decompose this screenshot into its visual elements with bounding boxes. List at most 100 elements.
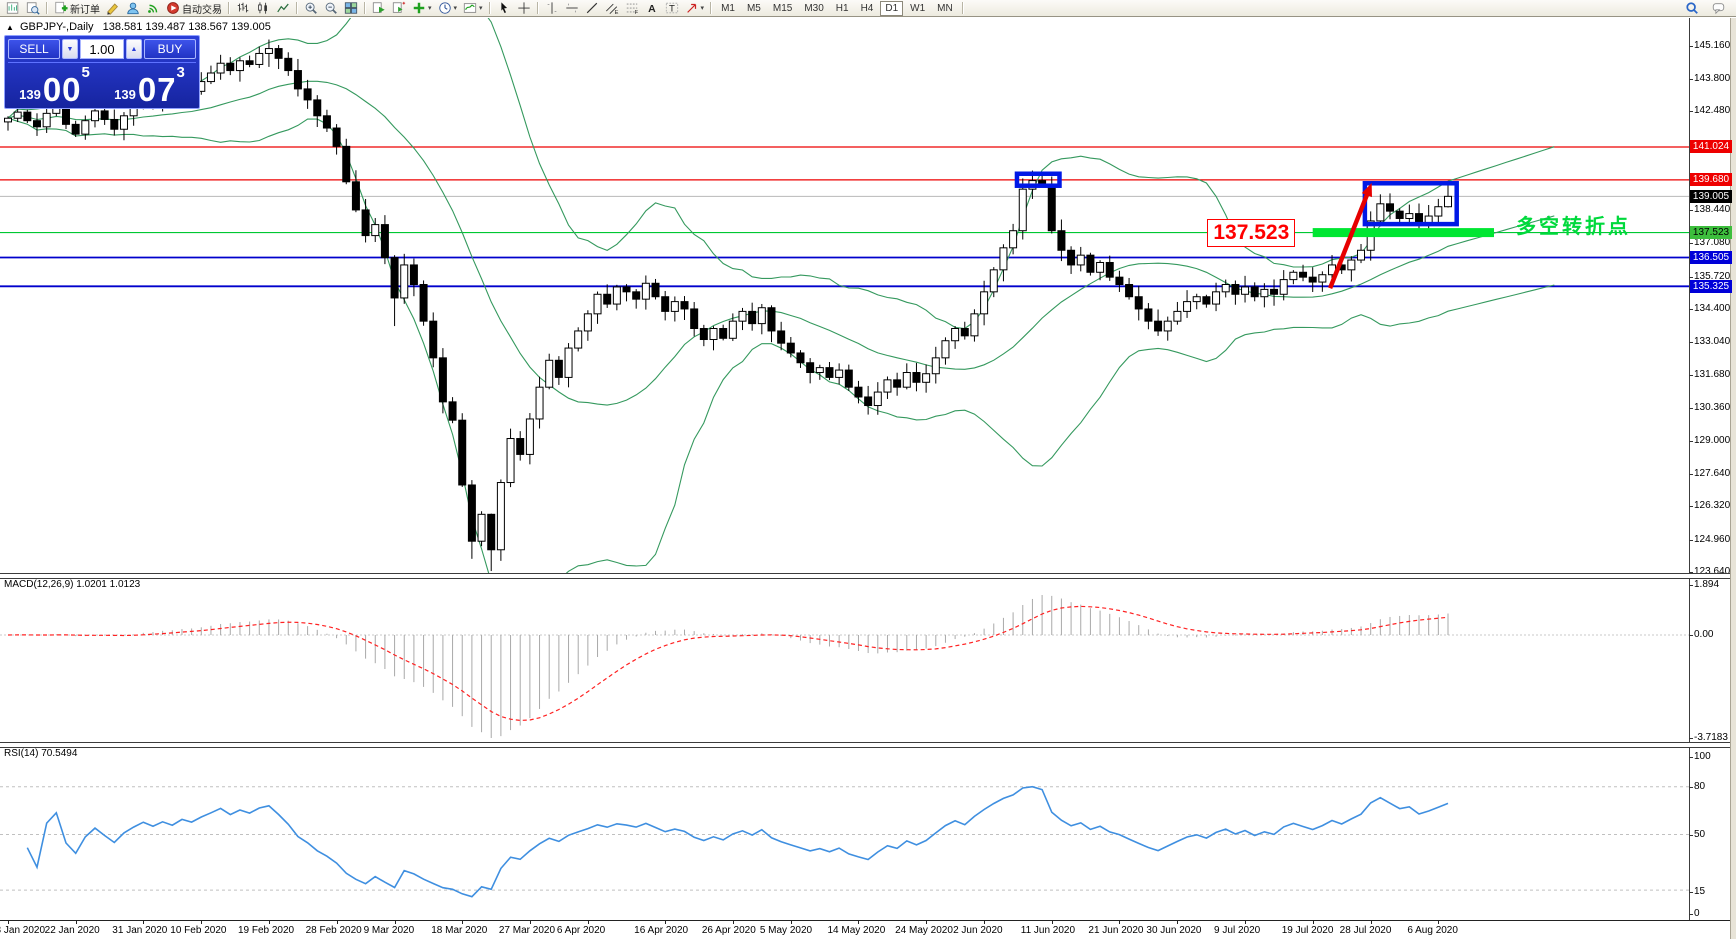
label-icon: T: [665, 2, 678, 15]
sell-price[interactable]: 139 00 5: [8, 65, 101, 107]
templates-button[interactable]: ▾: [460, 1, 486, 16]
axis-tick: [1689, 276, 1693, 278]
auto-trading-label: 自动交易: [182, 4, 222, 16]
chinese-note[interactable]: 多空转折点: [1516, 215, 1631, 238]
price-annotation-box[interactable]: 137.523: [1207, 218, 1296, 247]
vertical-line-button[interactable]: [542, 1, 562, 16]
text-label-button[interactable]: T: [662, 1, 682, 16]
arrows-icon: [686, 3, 696, 13]
price-badge-141.024: 141.024: [1690, 140, 1732, 154]
chevron-down-icon: ▾: [428, 4, 432, 12]
zoom-in-icon: [305, 2, 317, 14]
candle-chart-mode-button[interactable]: [253, 1, 273, 16]
timeframe-button-D1[interactable]: D1: [880, 0, 904, 16]
crosshair-icon: [517, 2, 530, 14]
timeframe-button-M5[interactable]: M5: [746, 2, 761, 14]
date-label: 2 Jun 2020: [953, 925, 1003, 936]
toolbar-separator: [961, 2, 964, 14]
axis-tick: [1689, 506, 1693, 508]
main-toolbar: 新订单 自动交易 ▾ ▾ ▾ E F A T ▾ M1 M5 M15 M30 H1 H4 D1 W1 MN: [0, 0, 1736, 17]
date-label: 31 Jan 2020: [112, 925, 168, 936]
bar-chart-mode-button[interactable]: [233, 1, 253, 16]
community-button[interactable]: [123, 1, 143, 16]
buy-price[interactable]: 139 07 3: [103, 65, 196, 107]
toolbar-buttons: 新订单 自动交易 ▾ ▾ ▾ E F A T ▾: [3, 1, 715, 16]
periods-button[interactable]: ▾: [435, 1, 461, 16]
date-tick: [1438, 921, 1440, 924]
price-badge-136.505: 136.505: [1690, 250, 1732, 264]
timeframe-button-W1[interactable]: W1: [910, 2, 926, 14]
step-forward-button[interactable]: [389, 1, 409, 16]
zoom-in-button[interactable]: [301, 1, 321, 16]
indicators-icon: [413, 2, 425, 14]
horizontal-line-button[interactable]: [562, 1, 582, 16]
date-tick: [1051, 921, 1053, 924]
timeframe-button-M1[interactable]: M1: [721, 2, 735, 14]
chevron-down-icon: ▾: [453, 4, 458, 12]
date-tick: [858, 921, 860, 924]
axis-tick: [1689, 585, 1693, 586]
tester2-icon: [392, 1, 406, 13]
volume-input[interactable]: [80, 39, 124, 59]
arrows-button[interactable]: ▾: [682, 1, 708, 16]
new-chart-button[interactable]: [3, 1, 23, 16]
volume-down-button[interactable]: ▼: [62, 39, 78, 59]
strategy-tester-button[interactable]: [369, 1, 389, 16]
axis-tick: [1689, 308, 1693, 310]
chart-page-icon: [6, 2, 19, 14]
new-order-icon: [55, 1, 68, 14]
zoom-out-button[interactable]: [321, 1, 341, 16]
chat-icon[interactable]: [1708, 1, 1729, 16]
price-tick-label: 50: [1694, 829, 1706, 840]
new-order-button[interactable]: 新订单: [51, 1, 103, 16]
timeframe-button-H1[interactable]: H1: [835, 2, 849, 14]
auto-trading-button[interactable]: 自动交易: [163, 1, 225, 16]
red-trend-arrow[interactable]: [1328, 189, 1371, 289]
panel-separator[interactable]: [0, 573, 1736, 579]
timeframe-button-M30[interactable]: M30: [804, 2, 824, 14]
line-chart-mode-button[interactable]: [273, 1, 293, 16]
search-icon[interactable]: [1682, 1, 1702, 16]
blue-box-june-top[interactable]: [1014, 171, 1062, 188]
cursor-button[interactable]: [494, 1, 514, 16]
timeframe-button-MN[interactable]: MN: [937, 2, 953, 14]
timeframe-button-H4[interactable]: H4: [860, 2, 874, 14]
candles-icon: [258, 2, 267, 14]
fibonacci-button[interactable]: F: [622, 1, 642, 16]
date-label: 27 Mar 2020: [498, 925, 556, 936]
macd-plot: [0, 595, 1689, 738]
trendline-button[interactable]: [582, 1, 602, 16]
crosshair-button[interactable]: [514, 1, 534, 16]
price-badge-135.325: 135.325: [1690, 279, 1732, 293]
green-highlight-bar[interactable]: [1312, 228, 1494, 238]
axis-tick: [1689, 342, 1693, 344]
template-icon: [463, 3, 477, 13]
metaeditor-button[interactable]: [103, 1, 123, 16]
buy-button[interactable]: BUY: [144, 39, 196, 59]
panel-separator[interactable]: [0, 742, 1736, 748]
timeframe-button-M15[interactable]: M15: [772, 2, 793, 14]
trend-icon: [586, 2, 597, 14]
toolbar-separator: [488, 2, 491, 14]
date-tick: [1119, 921, 1121, 924]
svg-text:T: T: [668, 4, 674, 15]
date-label: 28 Feb 2020: [305, 925, 362, 936]
date-tick: [8, 921, 9, 924]
tile-windows-button[interactable]: [341, 1, 361, 16]
text-button[interactable]: A: [642, 1, 662, 16]
axis-tick: [1689, 45, 1693, 47]
signals-button[interactable]: [143, 1, 163, 16]
collapse-arrow-icon[interactable]: ▲: [6, 23, 14, 32]
equidistant-channel-button[interactable]: E: [602, 1, 622, 16]
symbol-header: ▲ GBPJPY-,Daily 138.581 139.487 138.567 …: [6, 21, 271, 33]
indicators-button[interactable]: ▾: [409, 1, 435, 16]
date-tick: [1370, 921, 1372, 924]
sell-button[interactable]: SELL: [8, 39, 60, 59]
text-icon: A: [648, 3, 656, 15]
volume-up-button[interactable]: ▲: [126, 39, 142, 59]
chevron-down-icon: ▾: [700, 4, 705, 12]
svg-text:F: F: [634, 10, 638, 15]
profiles-button[interactable]: [23, 1, 43, 16]
